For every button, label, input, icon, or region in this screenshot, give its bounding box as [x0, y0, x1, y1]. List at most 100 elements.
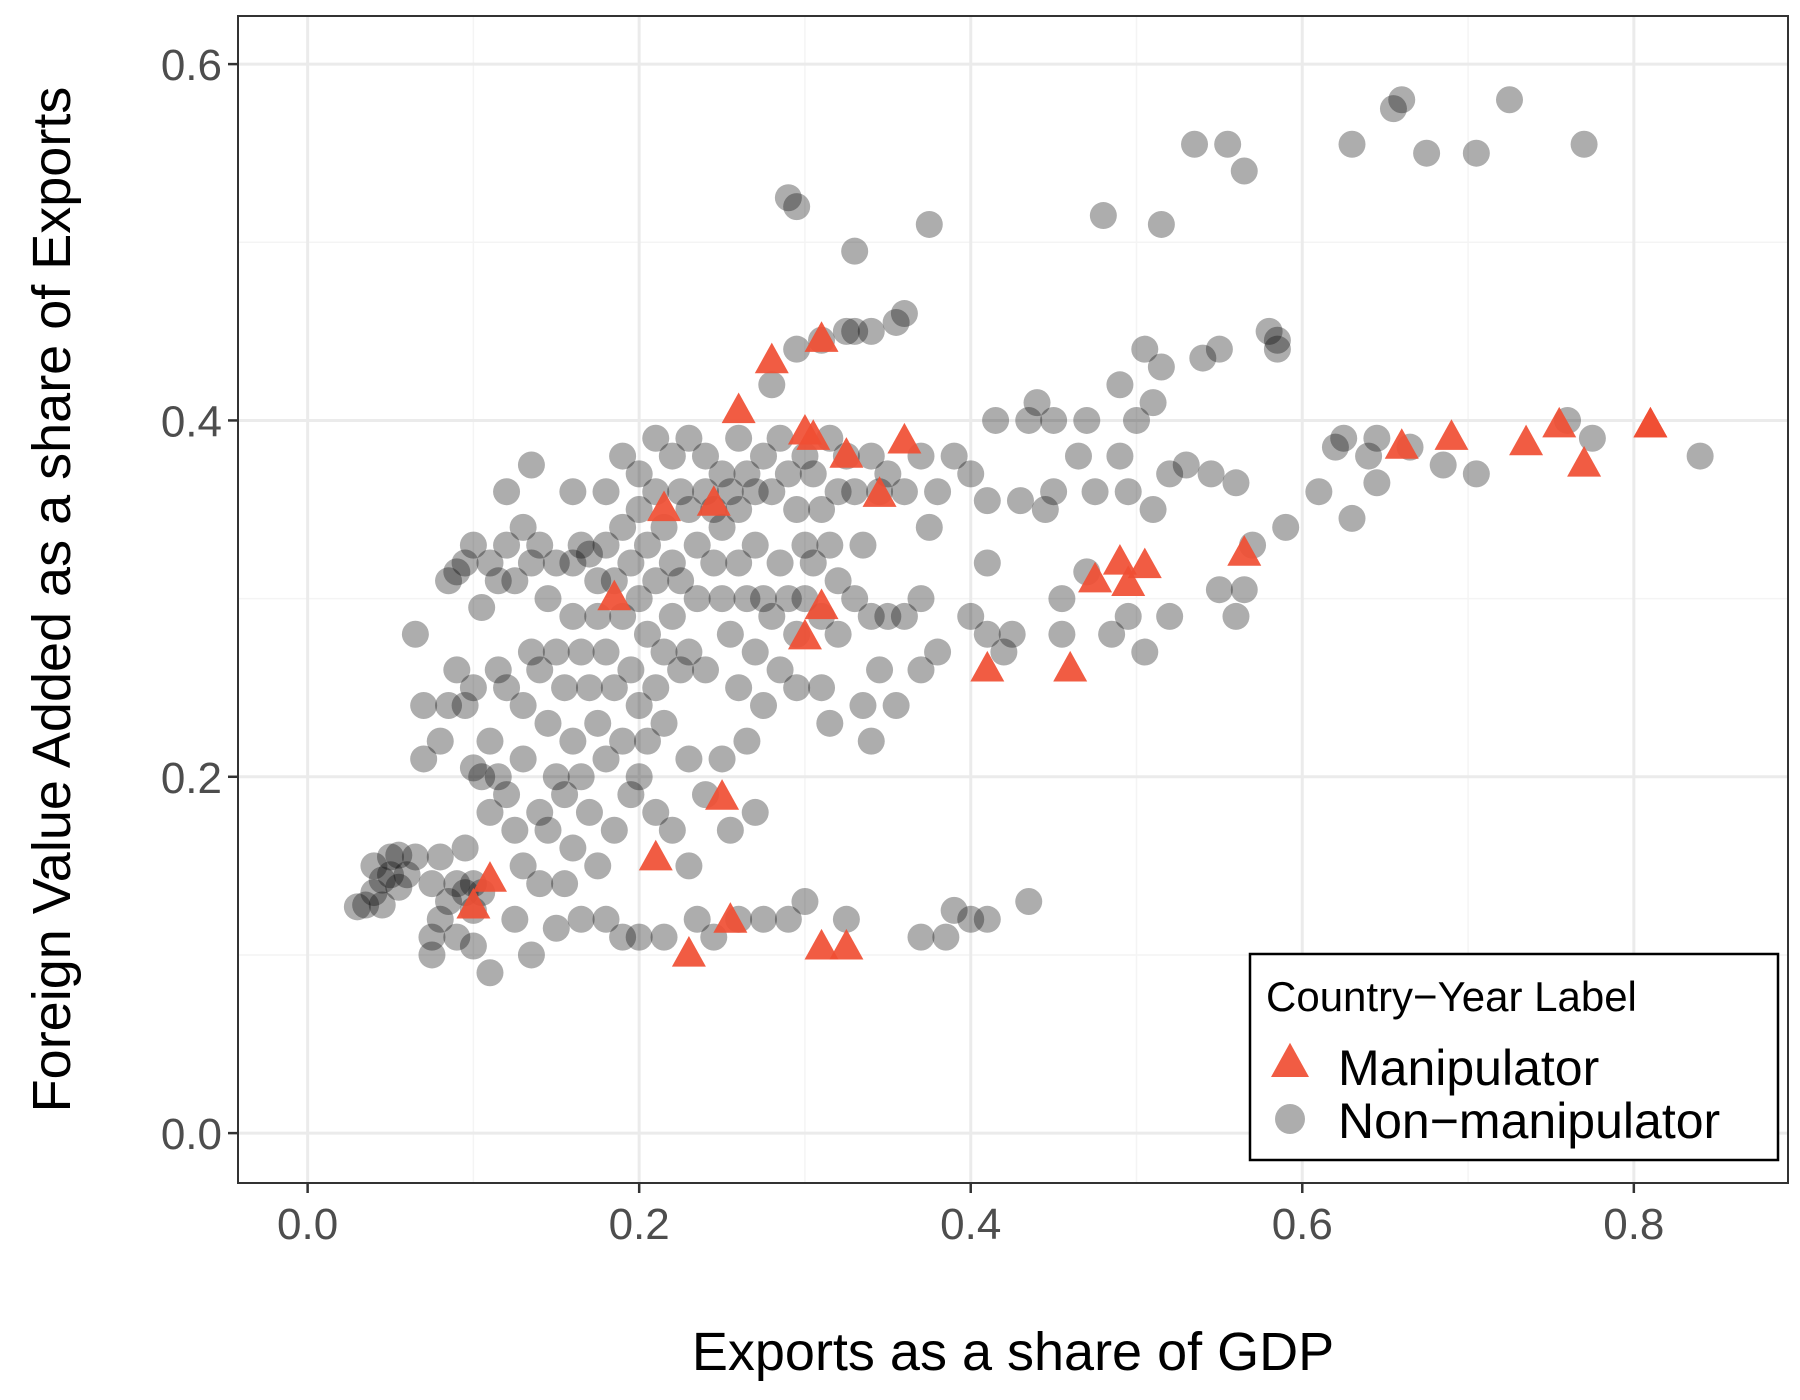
- point-non-manipulator: [592, 745, 620, 773]
- point-non-manipulator: [1222, 469, 1250, 497]
- point-non-manipulator: [625, 460, 653, 488]
- point-non-manipulator: [468, 763, 496, 791]
- point-manipulator: [787, 618, 822, 650]
- point-non-manipulator: [600, 816, 628, 844]
- point-non-manipulator: [451, 549, 479, 577]
- point-non-manipulator: [1031, 496, 1059, 524]
- point-non-manipulator: [459, 674, 487, 702]
- point-non-manipulator: [683, 531, 711, 559]
- point-non-manipulator: [683, 585, 711, 613]
- point-non-manipulator: [625, 585, 653, 613]
- point-non-manipulator: [501, 567, 529, 595]
- point-non-manipulator: [1272, 513, 1300, 541]
- point-non-manipulator: [368, 891, 396, 919]
- point-non-manipulator: [783, 496, 811, 524]
- point-manipulator: [638, 839, 673, 871]
- legend-key-non-manipulator-circle: [1275, 1104, 1305, 1134]
- point-non-manipulator: [360, 852, 388, 880]
- point-non-manipulator: [841, 478, 869, 506]
- point-non-manipulator: [377, 843, 405, 871]
- point-non-manipulator: [1123, 406, 1151, 434]
- point-non-manipulator: [551, 870, 579, 898]
- point-non-manipulator: [443, 870, 471, 898]
- point-non-manipulator: [758, 602, 786, 630]
- point-non-manipulator: [741, 531, 769, 559]
- point-non-manipulator: [841, 237, 869, 265]
- point-manipulator: [804, 928, 839, 960]
- point-non-manipulator: [774, 184, 802, 212]
- point-non-manipulator: [658, 442, 686, 470]
- point-non-manipulator: [377, 861, 405, 889]
- point-non-manipulator: [501, 816, 529, 844]
- point-non-manipulator: [1131, 335, 1159, 363]
- point-non-manipulator: [799, 549, 827, 577]
- point-non-manipulator: [435, 567, 463, 595]
- point-non-manipulator: [1114, 478, 1142, 506]
- point-non-manipulator: [1570, 130, 1598, 158]
- point-manipulator: [887, 422, 922, 454]
- point-non-manipulator: [1338, 130, 1366, 158]
- point-non-manipulator: [1263, 326, 1291, 354]
- point-non-manipulator: [609, 923, 637, 951]
- point-non-manipulator: [584, 852, 612, 880]
- point-non-manipulator: [741, 798, 769, 826]
- point-non-manipulator: [766, 424, 794, 452]
- point-non-manipulator: [1139, 389, 1167, 417]
- point-manipulator: [829, 928, 864, 960]
- point-non-manipulator: [418, 870, 446, 898]
- legend-title: Country−Year Label: [1266, 973, 1637, 1020]
- point-non-manipulator: [426, 905, 454, 933]
- point-manipulator: [862, 476, 897, 507]
- x-tick-label: 0.4: [940, 1200, 1001, 1249]
- point-manipulator: [472, 861, 507, 892]
- point-non-manipulator: [758, 371, 786, 399]
- point-manipulator: [1078, 561, 1113, 593]
- point-non-manipulator: [957, 602, 985, 630]
- point-non-manipulator: [617, 549, 645, 577]
- point-non-manipulator: [1131, 638, 1159, 666]
- point-non-manipulator: [1106, 442, 1134, 470]
- legend-key-manipulator-triangle: [1271, 1042, 1309, 1077]
- point-non-manipulator: [1181, 130, 1209, 158]
- point-non-manipulator: [575, 540, 603, 568]
- point-non-manipulator: [725, 424, 753, 452]
- axis-ticks: 0.0 0.2 0.4 0.6 0.8 0.0 0.2 0.4 0.6: [161, 41, 1665, 1249]
- point-non-manipulator: [484, 567, 512, 595]
- point-non-manipulator: [650, 709, 678, 737]
- point-non-manipulator: [592, 638, 620, 666]
- point-non-manipulator: [443, 656, 471, 684]
- point-non-manipulator: [1048, 585, 1076, 613]
- point-non-manipulator: [393, 861, 421, 889]
- point-manipulator: [671, 935, 706, 967]
- point-non-manipulator: [791, 887, 819, 915]
- point-non-manipulator: [567, 531, 595, 559]
- point-manipulator: [597, 579, 632, 611]
- point-non-manipulator: [907, 585, 935, 613]
- point-non-manipulator: [1197, 460, 1225, 488]
- point-non-manipulator: [940, 896, 968, 924]
- point-non-manipulator: [1686, 442, 1714, 470]
- point-non-manipulator: [824, 478, 852, 506]
- point-non-manipulator: [609, 727, 637, 755]
- point-non-manipulator: [443, 558, 471, 586]
- legend-label-manipulator: Manipulator: [1338, 1040, 1599, 1096]
- point-non-manipulator: [343, 893, 371, 921]
- point-non-manipulator: [783, 193, 811, 221]
- point-non-manipulator: [1064, 442, 1092, 470]
- point-non-manipulator: [410, 745, 438, 773]
- point-non-manipulator: [691, 442, 719, 470]
- point-non-manipulator: [882, 308, 910, 336]
- point-non-manipulator: [451, 834, 479, 862]
- point-non-manipulator: [658, 602, 686, 630]
- point-non-manipulator: [1040, 478, 1068, 506]
- point-non-manipulator: [625, 496, 653, 524]
- point-non-manipulator: [1189, 344, 1217, 372]
- point-non-manipulator: [1230, 576, 1258, 604]
- legend: Country−Year Label Manipulator Non−manip…: [1248, 952, 1780, 1162]
- point-manipulator: [1633, 406, 1668, 438]
- point-manipulator: [829, 437, 864, 468]
- point-non-manipulator: [1040, 406, 1068, 434]
- point-non-manipulator: [435, 887, 463, 915]
- point-non-manipulator: [675, 424, 703, 452]
- point-non-manipulator: [509, 513, 537, 541]
